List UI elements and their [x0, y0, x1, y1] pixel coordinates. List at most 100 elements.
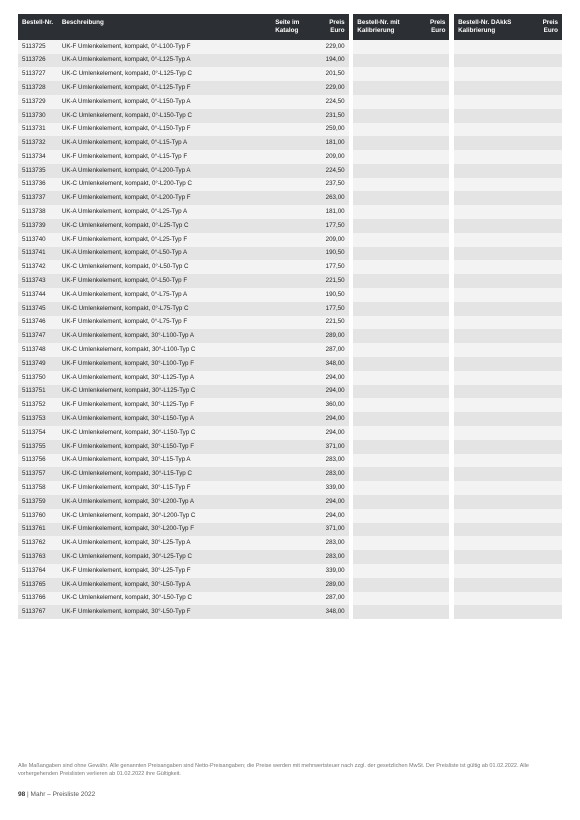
cell-price3: [527, 398, 562, 412]
cell-order: 5113746: [18, 316, 58, 330]
cell-order3: [454, 260, 527, 274]
cell-order: 5113734: [18, 150, 58, 164]
table-row: 5113755UK-F Umlenkelement, kompakt, 30°-…: [18, 440, 562, 454]
cell-price: 221,50: [311, 274, 349, 288]
cell-order2: [353, 357, 414, 371]
cell-order: 5113725: [18, 40, 58, 54]
cell-order3: [454, 385, 527, 399]
cell-order2: [353, 523, 414, 537]
cell-price2: [414, 233, 449, 247]
cell-price3: [527, 233, 562, 247]
cell-order2: [353, 40, 414, 54]
cell-page: [271, 605, 311, 619]
cell-page: [271, 481, 311, 495]
cell-price3: [527, 371, 562, 385]
cell-price: 289,00: [311, 578, 349, 592]
cell-page: [271, 191, 311, 205]
cell-order: 5113764: [18, 564, 58, 578]
cell-order3: [454, 509, 527, 523]
cell-price2: [414, 136, 449, 150]
cell-price: 294,00: [311, 495, 349, 509]
cell-desc: UK-C Umlenkelement, kompakt, 30°-L150-Ty…: [58, 426, 271, 440]
cell-page: [271, 95, 311, 109]
cell-price3: [527, 564, 562, 578]
cell-order3: [454, 123, 527, 137]
page-title: Mahr – Preisliste 2022: [31, 791, 96, 798]
th-price: Preis Euro: [311, 14, 349, 40]
cell-price: 177,50: [311, 260, 349, 274]
cell-page: [271, 219, 311, 233]
table-row: 5113731UK-F Umlenkelement, kompakt, 0°-L…: [18, 123, 562, 137]
cell-order3: [454, 412, 527, 426]
cell-price3: [527, 81, 562, 95]
cell-price2: [414, 205, 449, 219]
cell-price: 283,00: [311, 536, 349, 550]
cell-price: 283,00: [311, 454, 349, 468]
table-row: 5113763UK-C Umlenkelement, kompakt, 30°-…: [18, 550, 562, 564]
cell-price3: [527, 67, 562, 81]
cell-page: [271, 109, 311, 123]
cell-desc: UK-F Umlenkelement, kompakt, 30°-L50-Typ…: [58, 605, 271, 619]
cell-price2: [414, 523, 449, 537]
cell-page: [271, 398, 311, 412]
cell-order3: [454, 316, 527, 330]
cell-price: 190,50: [311, 288, 349, 302]
cell-price3: [527, 260, 562, 274]
table-row: 5113765UK-A Umlenkelement, kompakt, 30°-…: [18, 578, 562, 592]
table-row: 5113744UK-A Umlenkelement, kompakt, 0°-L…: [18, 288, 562, 302]
cell-order: 5113759: [18, 495, 58, 509]
cell-desc: UK-A Umlenkelement, kompakt, 30°-L200-Ty…: [58, 495, 271, 509]
cell-order3: [454, 67, 527, 81]
cell-price2: [414, 592, 449, 606]
cell-price: 190,50: [311, 247, 349, 261]
cell-order2: [353, 467, 414, 481]
cell-order: 5113745: [18, 302, 58, 316]
cell-price: 283,00: [311, 467, 349, 481]
cell-price: 201,50: [311, 67, 349, 81]
cell-page: [271, 357, 311, 371]
cell-price3: [527, 592, 562, 606]
cell-price: 209,00: [311, 150, 349, 164]
cell-price: 339,00: [311, 481, 349, 495]
cell-price3: [527, 95, 562, 109]
cell-order3: [454, 109, 527, 123]
cell-price: 294,00: [311, 412, 349, 426]
cell-price2: [414, 109, 449, 123]
cell-price: 294,00: [311, 426, 349, 440]
cell-order3: [454, 426, 527, 440]
cell-price2: [414, 247, 449, 261]
cell-price3: [527, 329, 562, 343]
table-row: 5113766UK-C Umlenkelement, kompakt, 30°-…: [18, 592, 562, 606]
cell-price3: [527, 536, 562, 550]
cell-desc: UK-F Umlenkelement, kompakt, 0°-L125-Typ…: [58, 81, 271, 95]
page-footer: 98 | Mahr – Preisliste 2022: [18, 791, 95, 798]
cell-order2: [353, 178, 414, 192]
cell-order3: [454, 536, 527, 550]
cell-price2: [414, 564, 449, 578]
cell-order: 5113749: [18, 357, 58, 371]
table-row: 5113748UK-C Umlenkelement, kompakt, 30°-…: [18, 343, 562, 357]
cell-page: [271, 343, 311, 357]
cell-order3: [454, 343, 527, 357]
cell-desc: UK-C Umlenkelement, kompakt, 0°-L50-Typ …: [58, 260, 271, 274]
cell-price2: [414, 357, 449, 371]
table-row: 5113757UK-C Umlenkelement, kompakt, 30°-…: [18, 467, 562, 481]
table-row: 5113727UK-C Umlenkelement, kompakt, 0°-L…: [18, 67, 562, 81]
cell-page: [271, 495, 311, 509]
table-row: 5113735UK-A Umlenkelement, kompakt, 0°-L…: [18, 164, 562, 178]
table-row: 5113760UK-C Umlenkelement, kompakt, 30°-…: [18, 509, 562, 523]
table-row: 5113762UK-A Umlenkelement, kompakt, 30°-…: [18, 536, 562, 550]
cell-price3: [527, 219, 562, 233]
cell-desc: UK-F Umlenkelement, kompakt, 30°-L25-Typ…: [58, 564, 271, 578]
cell-page: [271, 274, 311, 288]
table-row: 5113753UK-A Umlenkelement, kompakt, 30°-…: [18, 412, 562, 426]
th-order: Bestell-Nr.: [18, 14, 58, 40]
cell-order3: [454, 523, 527, 537]
table-row: 5113726UK-A Umlenkelement, kompakt, 0°-L…: [18, 54, 562, 68]
table-row: 5113741UK-A Umlenkelement, kompakt, 0°-L…: [18, 247, 562, 261]
cell-order2: [353, 95, 414, 109]
th-order2: Bestell-Nr. mit Kalibrierung: [353, 14, 414, 40]
cell-order3: [454, 274, 527, 288]
cell-order: 5113762: [18, 536, 58, 550]
cell-price2: [414, 40, 449, 54]
